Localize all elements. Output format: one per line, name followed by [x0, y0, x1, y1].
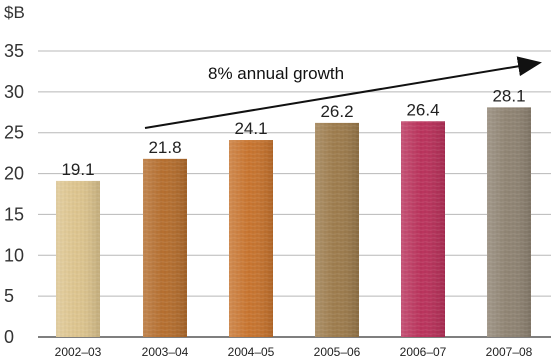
- bar-data-label: 28.1: [492, 86, 525, 105]
- y-axis-unit-label: $B: [4, 3, 25, 22]
- y-tick-label: 10: [4, 245, 24, 265]
- bar-group: [487, 107, 531, 337]
- growth-arrow: [144, 56, 542, 129]
- bars: [56, 107, 531, 337]
- bar-group: [315, 122, 359, 337]
- y-tick-label: 15: [4, 204, 24, 224]
- y-tick-label: 30: [4, 82, 24, 102]
- bar-data-label: 24.1: [234, 119, 267, 138]
- annotation-layer: 8% annual growth: [144, 56, 542, 129]
- bar-group: [143, 158, 187, 337]
- annotation-label: 8% annual growth: [208, 64, 344, 83]
- bar-texture: [401, 121, 445, 337]
- bar-group: [229, 140, 273, 337]
- y-tick-label: 5: [4, 286, 14, 306]
- x-tick-label: 2003–04: [142, 345, 189, 359]
- labels: $B 0 5 10 15 20 25 30 35 19.1 2002–03 21.8 2003–04 24…: [4, 3, 533, 359]
- bar-data-label: 21.8: [148, 138, 181, 157]
- bar-data-label: 26.2: [320, 102, 353, 121]
- y-tick-label: 20: [4, 164, 24, 184]
- bar-group: [56, 180, 100, 337]
- x-tick-label: 2004–05: [228, 345, 275, 359]
- y-tick-label: 0: [4, 327, 14, 347]
- bar-texture: [229, 140, 273, 337]
- x-tick-label: 2002–03: [55, 345, 102, 359]
- bar-texture: [487, 107, 531, 337]
- bar-texture: [56, 180, 100, 337]
- y-tick-label: 25: [4, 123, 24, 143]
- bar-data-label: 19.1: [61, 160, 94, 179]
- bar-data-label: 26.4: [406, 100, 439, 119]
- x-tick-label: 2005–06: [314, 345, 361, 359]
- x-tick-label: 2006–07: [400, 345, 447, 359]
- bar-texture: [143, 158, 187, 337]
- bar-texture: [315, 122, 359, 337]
- y-tick-label: 35: [4, 41, 24, 61]
- grid-lines: [38, 50, 551, 338]
- bar-group: [401, 121, 445, 337]
- x-tick-label: 2007–08: [486, 345, 533, 359]
